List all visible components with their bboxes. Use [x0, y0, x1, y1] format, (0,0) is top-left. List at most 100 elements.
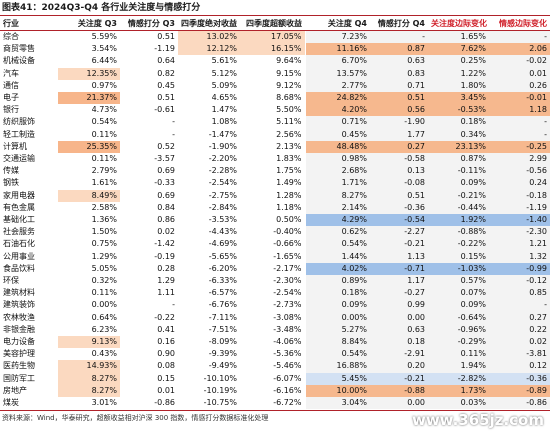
- table-cell: -: [489, 299, 550, 312]
- table-cell: 0.63: [370, 55, 428, 68]
- table-cell: 48.48%: [305, 140, 370, 154]
- table-cell: 0.54%: [91, 117, 117, 127]
- table-cell: -0.36: [370, 201, 428, 215]
- table-cell: -1.40: [489, 214, 550, 227]
- table-cell: -0.25: [489, 140, 550, 154]
- table-cell: 23.13%: [428, 140, 489, 154]
- table-cell: -0.54: [370, 214, 428, 227]
- table-cell: 3.01%: [91, 398, 117, 408]
- table-cell: -0.89: [489, 384, 550, 398]
- table-cell: 0.52: [157, 141, 175, 151]
- table-cell: 0.97%: [91, 80, 117, 90]
- column-header: 关注度 Q4: [305, 16, 370, 31]
- industry-name: 传媒: [3, 166, 19, 176]
- table-row: 电力设备 9.13% 0.16 -8.09% -4.06% 8.84% 0.18 -0.29%…: [0, 336, 550, 349]
- column-header: 四季度超额收益: [240, 16, 305, 31]
- table-cell: -1.47%: [208, 129, 237, 139]
- table-cell: 0.25%: [428, 55, 489, 68]
- table-row: 医药生物 14.93% 0.08 -9.49% -5.46% 16.88% 0.20 1.94…: [0, 360, 550, 373]
- industry-name: 家用电器: [3, 190, 35, 200]
- column-header: 情感打分 Q3: [120, 16, 178, 31]
- table-cell: 1.29: [157, 276, 175, 286]
- table-cell: 4.02%: [305, 262, 370, 276]
- table-cell: 0.98%: [305, 153, 370, 166]
- industry-name: 国防军工: [3, 373, 35, 383]
- table-cell: 9.15%: [240, 67, 306, 80]
- table-cell: -6.07%: [240, 372, 306, 385]
- table-cell: 1.32: [489, 250, 550, 263]
- table-cell: 0.18: [370, 336, 428, 349]
- source-note: 资料来源：Wind，华泰研究，超额收益相对沪深 300 指数，情感打分数据标准化…: [0, 410, 550, 425]
- table-row: 轻工制造 0.11% - -1.47% 2.56% 0.45% 1.77 0.34% -: [0, 128, 550, 141]
- table-cell: 8.49%: [58, 189, 120, 202]
- table-cell: 1.61%: [91, 178, 117, 188]
- table-cell: 5.61%: [211, 56, 237, 66]
- table-cell: 0.00: [370, 311, 428, 324]
- table-cell: 1.36%: [91, 215, 117, 225]
- table-cell: 0.02: [157, 227, 175, 237]
- table-cell: -2.54%: [240, 287, 306, 300]
- table-cell: 6.44%: [91, 56, 117, 66]
- table-cell: -2.73%: [240, 299, 306, 312]
- industry-name: 房地产: [3, 385, 27, 395]
- table-cell: 11.16%: [305, 43, 370, 56]
- industry-name: 商贸零售: [3, 44, 35, 54]
- industry-name: 美容护理: [3, 349, 35, 359]
- table-cell: -0.33: [154, 178, 175, 188]
- table-cell: 1.80%: [428, 79, 489, 93]
- table-cell: 0.11%: [91, 129, 117, 139]
- table-cell: 6.70%: [305, 55, 370, 68]
- table-cell: 12.35%: [58, 67, 120, 80]
- table-cell: -5.36%: [240, 348, 306, 361]
- column-header: 关注度边际变化: [428, 16, 489, 31]
- table-cell: 1.17: [370, 275, 428, 288]
- industry-name: 煤炭: [3, 398, 19, 408]
- table-row: 家用电器 8.49% 0.69 -2.75% 1.28% 8.27% 0.51 -0.21% -…: [0, 189, 550, 202]
- table-cell: -: [489, 128, 550, 141]
- table-cell: -10.75%: [203, 398, 237, 408]
- industry-name: 食品饮料: [3, 263, 35, 273]
- table-cell: 0.13: [370, 165, 428, 178]
- table-cell: -2.84%: [208, 202, 237, 212]
- table-row: 房地产 8.27% 0.01 -10.19% -6.16% 10.00% -0.88 1.73…: [0, 384, 550, 398]
- industry-name: 社会服务: [3, 227, 35, 237]
- table-cell: 0.86: [157, 215, 175, 225]
- table-cell: 0.11%: [428, 348, 489, 361]
- table-cell: 0.69: [157, 166, 175, 176]
- table-cell: 4.20%: [305, 104, 370, 117]
- table-cell: 0.83: [370, 67, 428, 80]
- table-cell: 0.24: [489, 177, 550, 190]
- table-cell: 1.94%: [428, 360, 489, 373]
- table-cell: 8.27%: [58, 372, 120, 385]
- table-cell: 0.27: [489, 311, 550, 324]
- table-cell: 0.01: [489, 67, 550, 80]
- table-cell: -1.19: [154, 44, 175, 54]
- table-row: 农林牧渔 0.64% -0.22 -7.11% -3.08% 0.00% 0.00 -0.64…: [0, 311, 550, 324]
- table-row: 电子 21.37% 0.51 4.65% 8.68% 24.82% 0.51 3.45% -0.…: [0, 92, 550, 105]
- table-cell: -0.22: [154, 312, 175, 322]
- table-cell: 8.27%: [58, 384, 120, 398]
- table-cell: -: [489, 116, 550, 129]
- industry-name: 综合: [3, 32, 19, 41]
- industry-name: 有色金属: [3, 202, 35, 212]
- table-cell: 1.18: [489, 104, 550, 117]
- table-cell: -0.27: [370, 287, 428, 300]
- table-cell: 0.00: [370, 397, 428, 410]
- table-cell: 0.18%: [428, 116, 489, 129]
- table-cell: 8.84%: [305, 336, 370, 349]
- table-cell: -2.27: [370, 226, 428, 239]
- table-cell: 1.21: [489, 238, 550, 251]
- table-cell: -1.65%: [240, 250, 306, 263]
- table-cell: 1.29%: [91, 251, 117, 261]
- table-cell: 1.71%: [305, 177, 370, 190]
- table-cell: -0.96%: [428, 323, 489, 337]
- table-cell: -4.69%: [208, 239, 237, 249]
- table-cell: 0.87%: [428, 153, 489, 166]
- table-cell: 0.18%: [305, 287, 370, 300]
- table-cell: 0.27: [370, 140, 428, 154]
- table-cell: -6.33%: [208, 276, 237, 286]
- table-cell: -0.29%: [428, 336, 489, 349]
- table-cell: 0.51: [157, 32, 175, 41]
- table-cell: 0.41: [157, 324, 175, 334]
- table-cell: -5.65%: [208, 251, 237, 261]
